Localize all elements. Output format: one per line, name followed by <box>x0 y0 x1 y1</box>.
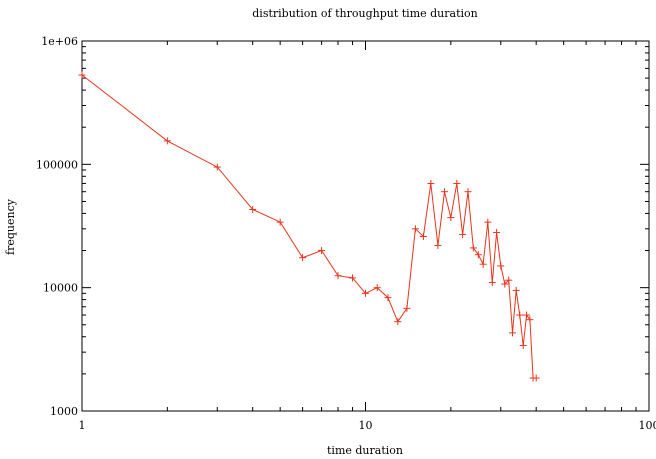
data-point <box>497 262 505 270</box>
data-point <box>299 254 307 262</box>
y-tick-label: 1e+06 <box>41 35 78 48</box>
data-point <box>488 279 496 287</box>
data-point <box>349 274 357 282</box>
data-point <box>493 229 501 237</box>
data-point <box>394 318 402 326</box>
data-point <box>516 311 524 319</box>
series-line <box>81 74 537 379</box>
data-point <box>523 311 531 319</box>
data-point <box>526 316 534 324</box>
data-point <box>532 374 540 382</box>
data-point <box>459 230 467 238</box>
y-tick-label: 100000 <box>36 158 78 171</box>
data-point <box>362 289 369 297</box>
data-point <box>519 341 527 349</box>
data-point <box>464 188 472 196</box>
y-axis-label: frequency <box>4 198 17 255</box>
data-point <box>505 276 513 284</box>
x-axis-label: time duration <box>327 444 403 457</box>
data-point <box>427 179 435 187</box>
data-point <box>441 188 449 196</box>
data-point <box>474 251 482 259</box>
data-point <box>163 137 171 145</box>
y-tick-label: 10000 <box>43 282 78 295</box>
x-tick-label: 100 <box>639 419 656 432</box>
x-tick-label: 10 <box>359 419 373 432</box>
data-point <box>411 225 419 233</box>
series-markers <box>78 71 540 382</box>
data-point <box>213 163 221 171</box>
data-point <box>334 272 342 280</box>
data-point <box>453 179 461 187</box>
data-point <box>318 247 326 255</box>
axis-tick-labels: 1 10 100 1000 10000 100000 1e+06 <box>36 35 656 432</box>
data-point <box>403 304 411 312</box>
data-point <box>249 206 257 214</box>
data-point <box>419 232 427 240</box>
data-point <box>276 218 284 226</box>
x-tick-label: 1 <box>79 419 86 432</box>
data-point <box>434 241 442 249</box>
data-point <box>479 260 487 268</box>
axis-ticks <box>81 40 650 412</box>
y-tick-label: 1000 <box>50 405 78 418</box>
data-point <box>512 286 520 294</box>
data-point <box>384 294 392 302</box>
data-point <box>447 214 455 222</box>
data-point <box>508 329 516 337</box>
data-point <box>78 71 86 79</box>
plot-area <box>81 40 650 412</box>
data-point <box>373 284 381 292</box>
data-point <box>484 218 492 226</box>
data-point <box>501 280 509 288</box>
chart-title: distribution of throughput time duration <box>252 7 477 20</box>
data-point <box>469 244 477 252</box>
